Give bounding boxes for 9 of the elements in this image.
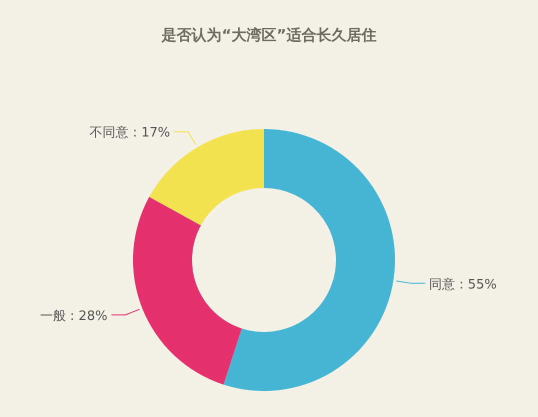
slice-label: 不同意 xyxy=(90,126,133,141)
slice-label: 一般 xyxy=(40,308,70,324)
slice-label: 同意 xyxy=(429,277,460,292)
data-label: : 17% xyxy=(132,126,170,141)
chart-title: 是否认为“大湾区”适合长久居住 xyxy=(160,26,376,44)
data-label: : 28% xyxy=(70,308,108,324)
donut-slice xyxy=(224,129,395,391)
data-label: : 55% xyxy=(459,277,497,292)
donut-slice xyxy=(133,196,242,385)
